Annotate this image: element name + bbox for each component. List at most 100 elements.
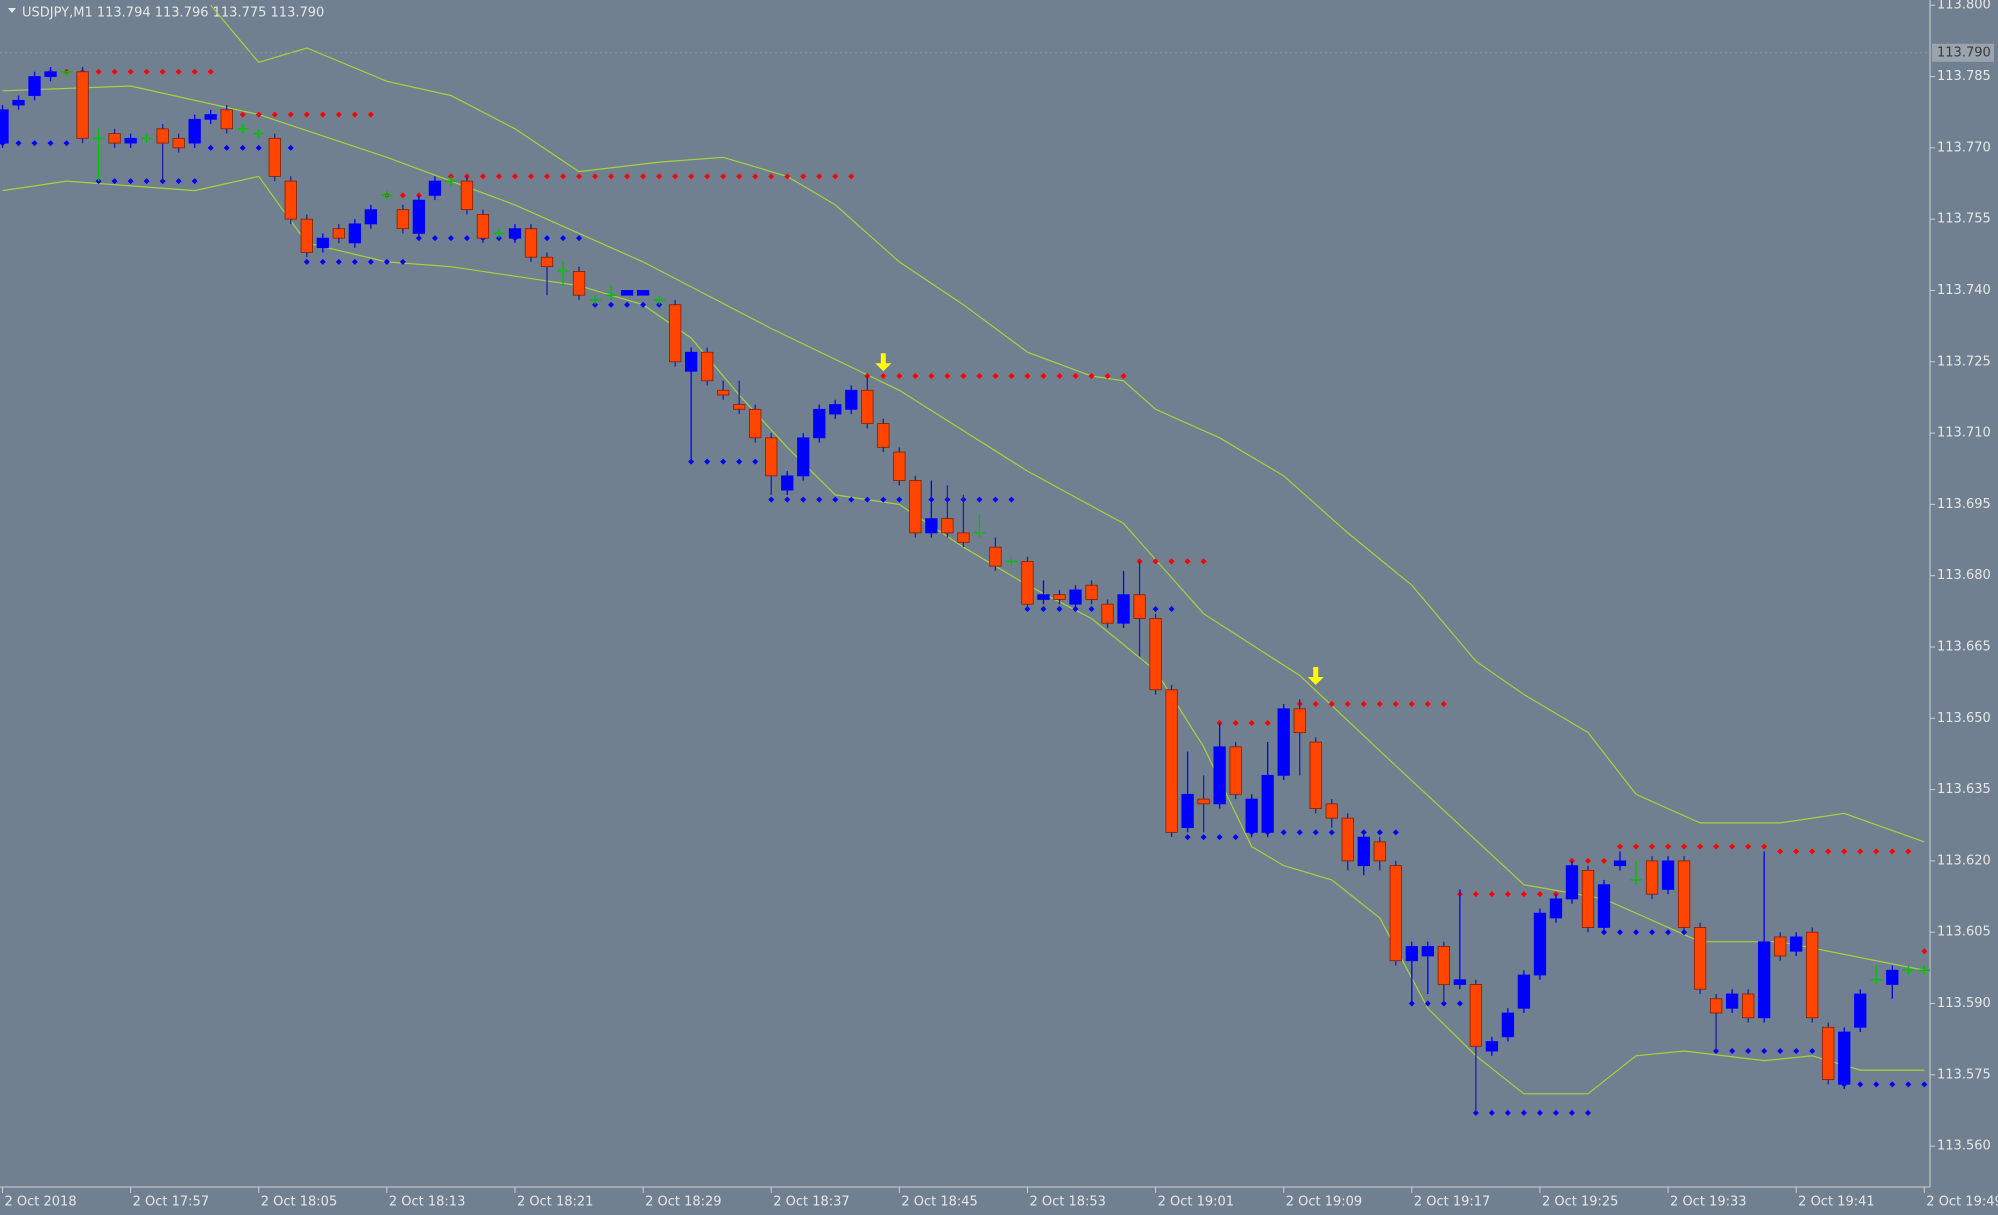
candle-body bbox=[1389, 865, 1402, 962]
resistance-dot bbox=[1488, 891, 1495, 898]
y-tick-label: 113.695 bbox=[1937, 497, 1991, 512]
y-tick-label: 113.740 bbox=[1937, 283, 1991, 298]
x-tick-label: 2 Oct 19:49 bbox=[1926, 1195, 1998, 1210]
support-dot bbox=[1488, 1109, 1495, 1116]
resistance-dot bbox=[912, 373, 919, 380]
candle-body bbox=[957, 532, 970, 543]
candle-body bbox=[684, 351, 698, 372]
candle-body bbox=[1181, 793, 1194, 829]
candle-body bbox=[172, 137, 185, 149]
resistance-dot bbox=[784, 173, 791, 180]
resistance-dot bbox=[1200, 558, 1207, 565]
resistance-dot bbox=[1681, 843, 1688, 850]
resistance-dot bbox=[1008, 373, 1015, 380]
candle-body bbox=[1469, 984, 1483, 1047]
support-dot bbox=[560, 235, 567, 242]
candle-body bbox=[524, 228, 538, 258]
support-dot bbox=[992, 496, 999, 503]
resistance-dot bbox=[1344, 701, 1351, 708]
resistance-dot bbox=[1088, 373, 1095, 380]
x-tick-label: 2 Oct 18:37 bbox=[773, 1195, 849, 1210]
resistance-dot bbox=[335, 111, 342, 118]
candle-body bbox=[1085, 584, 1098, 600]
resistance-dot bbox=[207, 68, 214, 75]
support-dot bbox=[1328, 829, 1335, 836]
resistance-dot bbox=[1232, 720, 1239, 727]
resistance-dot bbox=[896, 373, 903, 380]
resistance-dot bbox=[1825, 848, 1832, 855]
support-dot bbox=[1456, 1000, 1463, 1007]
resistance-dot bbox=[271, 111, 278, 118]
resistance-dot bbox=[1504, 891, 1511, 898]
candle-body bbox=[1245, 798, 1258, 833]
resistance-dot bbox=[1697, 843, 1704, 850]
resistance-dot bbox=[1472, 891, 1479, 898]
resistance-dot bbox=[239, 111, 246, 118]
support-dot bbox=[1008, 496, 1015, 503]
support-dot bbox=[15, 140, 22, 147]
support-dot bbox=[608, 301, 615, 308]
candle-body bbox=[412, 199, 426, 234]
resistance-dot bbox=[1056, 373, 1063, 380]
candle-body bbox=[668, 304, 682, 363]
candle-body bbox=[1661, 860, 1675, 890]
resistance-dot bbox=[1120, 373, 1127, 380]
candle-body bbox=[925, 518, 938, 534]
resistance-dot bbox=[511, 173, 518, 180]
resistance-dot bbox=[1857, 848, 1864, 855]
resistance-dot bbox=[255, 111, 262, 118]
candle-body bbox=[1854, 993, 1867, 1028]
support-dot bbox=[431, 235, 438, 242]
y-tick-label: 113.650 bbox=[1937, 711, 1991, 726]
support-dot bbox=[447, 235, 454, 242]
signal-arrow bbox=[1307, 667, 1324, 686]
support-dot bbox=[880, 496, 887, 503]
candle-body bbox=[268, 137, 281, 177]
resistance-dot bbox=[1617, 843, 1624, 850]
candle-body bbox=[1197, 798, 1210, 805]
candle-body bbox=[156, 128, 169, 144]
candle-body bbox=[893, 451, 906, 481]
support-dot bbox=[1376, 829, 1383, 836]
candle-body bbox=[1213, 746, 1226, 805]
support-dot bbox=[1216, 834, 1223, 841]
resistance-dot bbox=[1024, 373, 1031, 380]
resistance-dot bbox=[688, 173, 695, 180]
support-dot bbox=[864, 496, 871, 503]
support-dot bbox=[1921, 1081, 1928, 1088]
resistance-dot bbox=[1072, 373, 1079, 380]
support-dot bbox=[752, 458, 759, 465]
resistance-dot bbox=[1905, 848, 1912, 855]
resistance-dot bbox=[1408, 701, 1415, 708]
support-dot bbox=[832, 496, 839, 503]
support-dot bbox=[1088, 605, 1095, 612]
resistance-dot bbox=[159, 68, 166, 75]
resistance-dot bbox=[303, 111, 310, 118]
support-dot bbox=[976, 496, 983, 503]
support-dot bbox=[383, 258, 390, 265]
x-tick-label: 2 Oct 19:25 bbox=[1542, 1195, 1618, 1210]
candle-body bbox=[1790, 936, 1803, 952]
candle-body bbox=[1277, 708, 1290, 776]
candle-body bbox=[765, 437, 778, 477]
candle-body bbox=[508, 228, 522, 239]
x-tick-label: 2 Oct 18:29 bbox=[645, 1195, 721, 1210]
candle-body bbox=[1517, 974, 1531, 1009]
resistance-dot bbox=[143, 68, 150, 75]
resistance-dot bbox=[1264, 720, 1271, 727]
support-dot bbox=[335, 258, 342, 265]
candle-body bbox=[733, 404, 746, 410]
y-tick-label: 113.785 bbox=[1937, 69, 1991, 84]
y-tick-label: 113.665 bbox=[1937, 639, 1991, 654]
resistance-dot bbox=[976, 373, 983, 380]
support-dot bbox=[816, 496, 823, 503]
resistance-dot bbox=[479, 173, 486, 180]
candle-body bbox=[717, 389, 730, 396]
candle-body bbox=[108, 133, 121, 144]
candle-body bbox=[1117, 594, 1130, 624]
candle-body bbox=[829, 404, 842, 415]
support-dot bbox=[640, 301, 647, 308]
support-dot bbox=[800, 496, 807, 503]
candle-body bbox=[1806, 931, 1819, 1019]
